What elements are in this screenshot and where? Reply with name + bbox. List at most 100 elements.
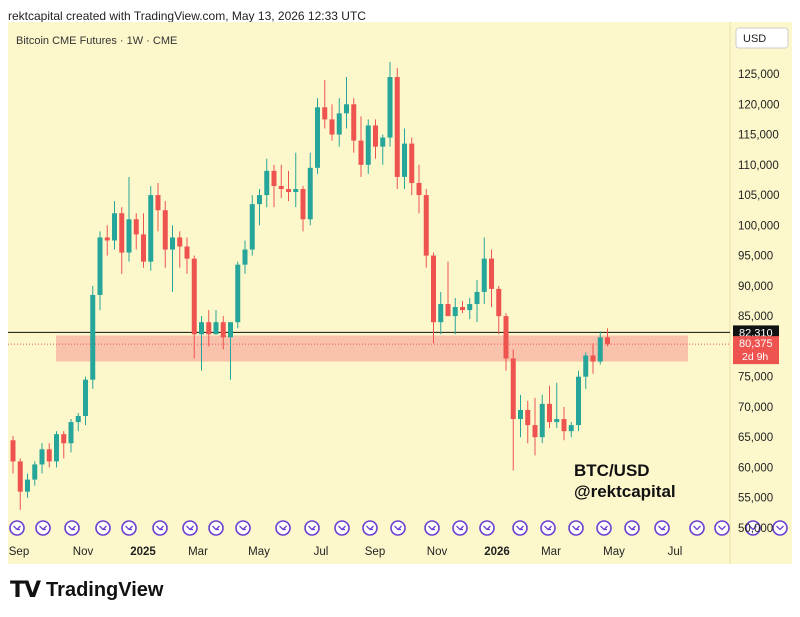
candle[interactable] <box>249 195 255 256</box>
candle-body[interactable] <box>206 322 212 335</box>
candle-body[interactable] <box>133 219 139 235</box>
candle-body[interactable] <box>467 304 473 311</box>
candle-body[interactable] <box>597 337 603 362</box>
candle-body[interactable] <box>90 294 96 380</box>
candle-body[interactable] <box>532 425 538 438</box>
event-icon[interactable] <box>654 520 670 536</box>
event-icon[interactable] <box>745 520 761 536</box>
candle[interactable] <box>423 189 429 268</box>
candle[interactable] <box>293 152 299 208</box>
candle-body[interactable] <box>10 440 16 462</box>
candle[interactable] <box>264 158 270 208</box>
candle[interactable] <box>46 443 52 468</box>
candle-body[interactable] <box>394 77 400 177</box>
candle-body[interactable] <box>481 258 487 292</box>
candle-body[interactable] <box>97 237 103 295</box>
event-icon[interactable] <box>362 520 378 536</box>
candle-body[interactable] <box>445 304 451 317</box>
candle[interactable] <box>97 231 103 311</box>
candle-body[interactable] <box>365 125 371 165</box>
candle[interactable] <box>554 382 560 429</box>
candle-body[interactable] <box>220 322 226 338</box>
event-icon[interactable] <box>424 520 440 536</box>
price-chart[interactable]: 50,00055,00060,00065,00070,00075,00080,0… <box>0 22 800 564</box>
candle[interactable] <box>199 316 204 371</box>
candle[interactable] <box>547 385 552 429</box>
candle-body[interactable] <box>510 358 516 420</box>
candle[interactable] <box>452 297 458 335</box>
candle-body[interactable] <box>293 189 299 193</box>
candle-body[interactable] <box>155 195 161 211</box>
event-icon[interactable] <box>772 520 788 536</box>
candle[interactable] <box>133 213 139 250</box>
candle[interactable] <box>496 285 502 335</box>
candle-body[interactable] <box>518 409 523 420</box>
candle[interactable] <box>431 252 436 344</box>
chart-svg[interactable]: 50,00055,00060,00065,00070,00075,00080,0… <box>0 22 800 564</box>
candle-body[interactable] <box>605 337 610 345</box>
candle[interactable] <box>17 458 23 510</box>
candle[interactable] <box>90 285 96 389</box>
candle[interactable] <box>148 185 154 271</box>
candle[interactable] <box>54 431 59 468</box>
candle-body[interactable] <box>307 167 313 220</box>
candle-body[interactable] <box>148 195 154 262</box>
candle[interactable] <box>278 164 284 199</box>
candle[interactable] <box>532 397 538 456</box>
candle[interactable] <box>518 394 523 438</box>
candle[interactable] <box>126 176 132 262</box>
candle-body[interactable] <box>402 143 407 177</box>
candle-body[interactable] <box>431 255 436 323</box>
candle-body[interactable] <box>32 464 38 480</box>
candle[interactable] <box>220 316 226 350</box>
candle-body[interactable] <box>286 189 291 193</box>
candle-body[interactable] <box>409 143 415 183</box>
candle-body[interactable] <box>112 213 117 241</box>
candle-body[interactable] <box>315 107 320 168</box>
event-icon[interactable] <box>714 520 730 536</box>
candle[interactable] <box>83 376 88 426</box>
candle[interactable] <box>576 370 581 432</box>
candle-body[interactable] <box>416 182 422 196</box>
candle[interactable] <box>467 297 473 320</box>
candle[interactable] <box>590 343 596 374</box>
candle[interactable] <box>228 322 233 380</box>
candle-body[interactable] <box>184 246 190 259</box>
event-icon[interactable] <box>235 520 251 536</box>
candle[interactable] <box>373 119 378 159</box>
candle[interactable] <box>358 116 364 177</box>
candle-body[interactable] <box>438 304 444 323</box>
candle-body[interactable] <box>228 322 233 338</box>
candle[interactable] <box>25 473 30 498</box>
candle[interactable] <box>605 328 610 347</box>
plot-background[interactable] <box>8 22 730 540</box>
candle[interactable] <box>539 394 545 444</box>
candle[interactable] <box>351 98 357 153</box>
candle-body[interactable] <box>141 234 146 262</box>
event-icon[interactable] <box>334 520 350 536</box>
candle-body[interactable] <box>54 434 59 462</box>
event-icon[interactable] <box>689 520 705 536</box>
event-icon[interactable] <box>479 520 495 536</box>
candle-body[interactable] <box>242 249 248 265</box>
candle-body[interactable] <box>25 479 30 492</box>
candle[interactable] <box>438 291 444 335</box>
candle-body[interactable] <box>489 258 494 289</box>
candle[interactable] <box>184 237 190 274</box>
event-icon[interactable] <box>540 520 556 536</box>
candle[interactable] <box>68 419 74 453</box>
candle-body[interactable] <box>191 258 197 335</box>
candle-body[interactable] <box>358 140 364 165</box>
candle[interactable] <box>155 182 161 232</box>
event-icon[interactable] <box>35 520 51 536</box>
candle-body[interactable] <box>336 113 342 135</box>
candle[interactable] <box>112 201 117 250</box>
candle-body[interactable] <box>576 376 581 426</box>
candle-body[interactable] <box>249 204 255 250</box>
candle[interactable] <box>409 137 415 196</box>
candle-body[interactable] <box>46 449 52 462</box>
event-icon[interactable] <box>596 520 612 536</box>
time-axis-background[interactable] <box>8 540 792 564</box>
candle-body[interactable] <box>539 403 545 438</box>
candle-body[interactable] <box>271 170 277 186</box>
